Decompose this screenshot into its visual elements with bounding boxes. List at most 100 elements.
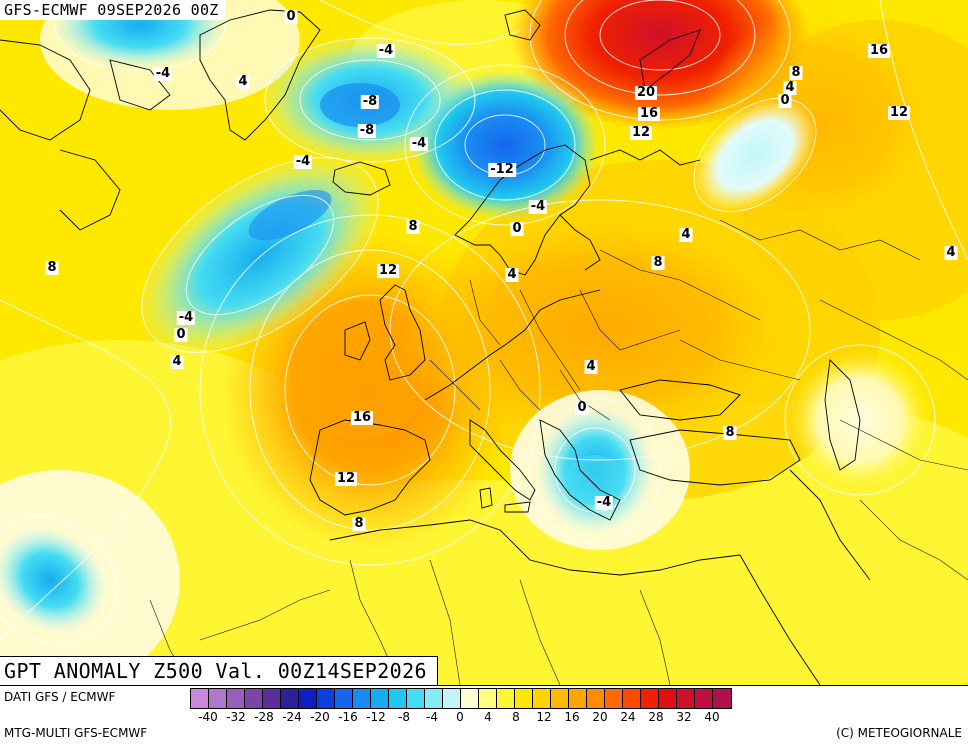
- color-scale-swatch: [263, 689, 281, 708]
- contour-label: 8: [45, 260, 59, 275]
- map-variable-title: GPT ANOMALY Z500 Val. 00Z14SEP2026: [0, 656, 438, 685]
- color-scale-swatch: [371, 689, 389, 708]
- contour-label: -4: [594, 495, 614, 510]
- contour-label: 0: [510, 221, 524, 236]
- contour-label: 16: [637, 106, 661, 121]
- color-scale-swatch: [209, 689, 227, 708]
- color-scale-tick-label: -32: [226, 710, 246, 724]
- color-scale-swatch: [281, 689, 299, 708]
- contour-label: 4: [944, 245, 958, 260]
- contour-label: -8: [360, 94, 380, 109]
- anomaly-map[interactable]: 0 -4 4 -4 -8 -8 -4 -4 -12 -4 0 8 12 4 8 -4 0 4 16 12 8 4 0 -4 8 4…: [0, 0, 968, 685]
- contour-label: 12: [376, 263, 400, 278]
- contour-label: -8: [357, 123, 377, 138]
- color-scale-swatch: [497, 689, 515, 708]
- contour-label: -4: [376, 43, 396, 58]
- color-scale-swatch: [227, 689, 245, 708]
- color-scale-swatch: [317, 689, 335, 708]
- contour-label: 16: [350, 410, 374, 425]
- contour-label: 4: [584, 359, 598, 374]
- color-scale-swatch: [335, 689, 353, 708]
- color-scale-swatch: [443, 689, 461, 708]
- color-scale-swatch: [677, 689, 695, 708]
- cold-anomaly-east-atlantic: [0, 526, 107, 634]
- color-scale-tick-label: 8: [512, 710, 520, 724]
- color-scale-tick-label: -40: [198, 710, 218, 724]
- country-borders: [149, 219, 968, 685]
- model-label: MTG-MULTI GFS-ECMWF: [4, 726, 148, 740]
- contour-label: 16: [867, 43, 891, 58]
- color-scale-swatch: [407, 689, 425, 708]
- contour-label: 20: [634, 85, 658, 100]
- color-scale-swatch: [569, 689, 587, 708]
- color-scale-swatch: [533, 689, 551, 708]
- contour-label: -4: [528, 199, 548, 214]
- color-scale-tick-label: -28: [254, 710, 274, 724]
- color-scale-swatch: [551, 689, 569, 708]
- contour-label: 8: [406, 219, 420, 234]
- contour-label: 8: [651, 255, 665, 270]
- color-scale-bar: [190, 688, 732, 709]
- model-run-title: GFS-ECMWF 09SEP2026 00Z: [0, 0, 225, 20]
- contour-label: 12: [629, 125, 653, 140]
- map-canvas: [0, 0, 968, 685]
- color-scale-swatch: [659, 689, 677, 708]
- contour-lines: [0, 0, 968, 644]
- color-scale-swatch: [605, 689, 623, 708]
- color-scale-swatch: [245, 689, 263, 708]
- color-scale-tick-label: -4: [426, 710, 438, 724]
- data-source-label: DATI GFS / ECMWF: [4, 690, 116, 704]
- color-scale-tick-label: 0: [456, 710, 464, 724]
- contour-label: 4: [783, 80, 797, 95]
- color-scale-tick-label: 32: [676, 710, 692, 724]
- color-scale-swatch: [479, 689, 497, 708]
- color-scale-ticks: -40 -32 -28 -24 -20 -16 -12 -8 -4 0 4 8 12 16 20 24 28 32…: [190, 710, 968, 726]
- color-scale-swatch: [389, 689, 407, 708]
- contour-label: 0: [778, 93, 792, 108]
- color-scale-tick-label: 16: [564, 710, 580, 724]
- copyright-label: (C) METEOGIORNALE: [836, 726, 962, 740]
- contour-label: 4: [505, 267, 519, 282]
- color-scale-tick-label: 24: [620, 710, 636, 724]
- color-scale-swatch: [425, 689, 443, 708]
- color-scale-swatch: [587, 689, 605, 708]
- color-scale-tick-label: 20: [592, 710, 608, 724]
- color-scale-swatch: [191, 689, 209, 708]
- color-scale-tick-label: 40: [704, 710, 720, 724]
- contour-label: 12: [887, 105, 911, 120]
- color-scale-tick-label: -20: [310, 710, 330, 724]
- coastlines: [0, 9, 871, 685]
- color-scale-tick-label: -16: [338, 710, 358, 724]
- contour-label: -4: [153, 66, 173, 81]
- contour-label: 8: [789, 65, 803, 80]
- color-scale-tick-label: -8: [398, 710, 410, 724]
- contour-label: 4: [236, 74, 250, 89]
- legend-panel: DATI GFS / ECMWF -40 -32 -28 -24 -20 -16 -12 -8…: [0, 685, 968, 745]
- color-scale-tick-label: -24: [282, 710, 302, 724]
- color-scale-swatch: [713, 689, 731, 708]
- color-scale-swatch: [623, 689, 641, 708]
- contour-label: -12: [488, 162, 516, 177]
- contour-label: 8: [352, 516, 366, 531]
- contour-label: -4: [409, 136, 429, 151]
- cold-anomaly-norwegian-sea: [410, 70, 600, 220]
- contour-label: 4: [170, 354, 184, 369]
- color-scale-swatch: [353, 689, 371, 708]
- contour-label: -4: [176, 310, 196, 325]
- color-scale-swatch: [515, 689, 533, 708]
- color-scale-swatch: [641, 689, 659, 708]
- color-scale-swatch: [695, 689, 713, 708]
- color-scale-tick-label: -12: [366, 710, 386, 724]
- contour-label: 12: [334, 471, 358, 486]
- contour-label: 0: [174, 327, 188, 342]
- contour-label: 0: [284, 9, 298, 24]
- color-scale-tick-label: 12: [536, 710, 552, 724]
- color-scale-tick-label: 4: [484, 710, 492, 724]
- cold-anomaly-russia: [694, 98, 816, 212]
- contour-label: -4: [293, 154, 313, 169]
- contour-label: 4: [679, 227, 693, 242]
- contour-label: 8: [723, 425, 737, 440]
- color-scale-swatch: [299, 689, 317, 708]
- color-scale-tick-label: 28: [648, 710, 664, 724]
